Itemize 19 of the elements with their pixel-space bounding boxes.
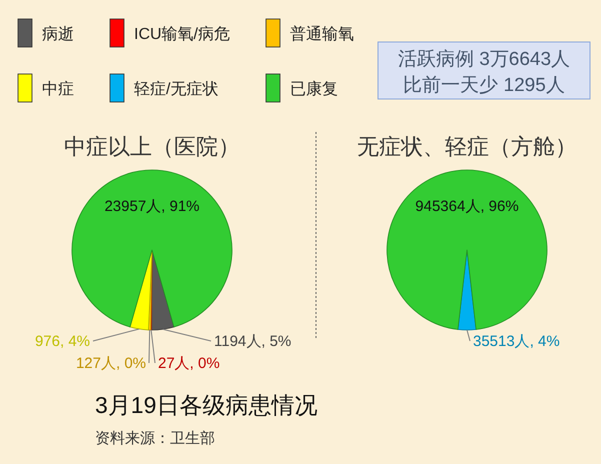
title: 中症以上（医院） [64, 134, 240, 159]
legend: 已康复 [290, 81, 338, 98]
label: 23957人, 91% [104, 198, 200, 215]
label: 27人, 0% [158, 355, 220, 372]
label: 127人, 0% [76, 355, 146, 372]
legend: 中症 [42, 81, 74, 98]
title: 无症状、轻症（方舱） [357, 134, 577, 159]
legend: 普通输氧 [290, 26, 354, 43]
title: 3月19日各级病患情况 [95, 392, 318, 418]
annotation: 资料来源：卫生部 [95, 430, 215, 447]
annotation: 活跃病例 3万6643人 [398, 49, 570, 70]
legend: ICU输氧/病危 [134, 26, 230, 43]
legend: 轻症/无症状 [134, 81, 218, 98]
label: 945364人, 96% [415, 198, 519, 215]
label: 976, 4% [34, 333, 90, 350]
annotation: 比前一天少 1295人 [403, 75, 565, 96]
label: 35513人, 4% [473, 333, 560, 350]
legend: 病逝 [42, 26, 74, 43]
label: 1194人, 5% [214, 333, 292, 350]
